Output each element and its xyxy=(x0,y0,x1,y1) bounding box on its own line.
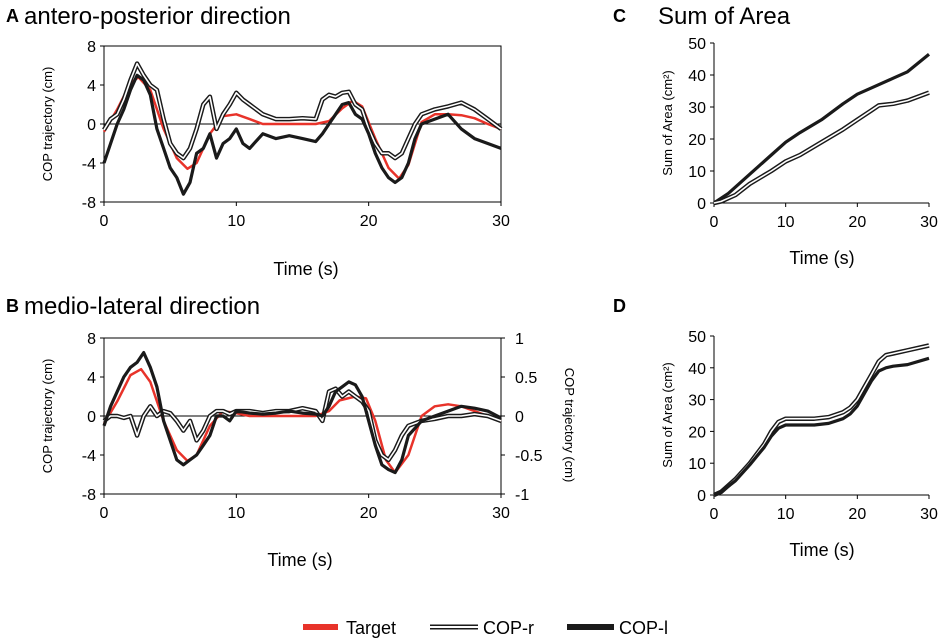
series-cop-r-outer xyxy=(713,343,930,498)
panel-b-title: medio-lateral direction xyxy=(24,293,260,320)
panel-a-plot: 840-4-80 10 20 30 xyxy=(82,39,510,230)
panel-b-xlabel: Time (s) xyxy=(267,550,332,570)
panel-d-ylabel: Sum of Area (cm²) xyxy=(660,362,675,467)
series-cop-r-inner xyxy=(103,62,502,159)
y-tick-label: -4 xyxy=(82,448,96,465)
series-cop-l xyxy=(102,73,502,196)
y-tick-label: 10 xyxy=(688,456,706,473)
y-tick-label: 40 xyxy=(688,361,706,378)
y-tick-label: 20 xyxy=(688,424,706,441)
panel-label-d: D xyxy=(613,296,626,316)
panel-label-a: A xyxy=(6,6,19,26)
series-cop-l xyxy=(102,351,502,475)
panel-c-title: Sum of Area xyxy=(658,3,791,30)
x-tick-label: 0 xyxy=(100,213,109,230)
panel-a-title: antero-posterior direction xyxy=(24,3,291,30)
series-cop-r xyxy=(102,61,503,161)
panel-b-medio-lateral: B medio-lateral direction COP trajectory… xyxy=(6,293,577,570)
x-tick-label: 0 xyxy=(710,214,719,231)
y-tick-label: 0 xyxy=(697,196,706,213)
panel-c-ylabel: Sum of Area (cm²) xyxy=(660,70,675,175)
y-tick-label: -8 xyxy=(82,195,96,212)
y-tick-label: 10 xyxy=(688,164,706,181)
panel-a-xlabel: Time (s) xyxy=(273,259,338,279)
legend-label-cop-l: COP-l xyxy=(619,618,668,638)
y-tick-label: 20 xyxy=(688,132,706,149)
panel-a-antero-posterior: A antero-posterior direction COP traject… xyxy=(6,3,510,279)
y-right-tick-label: -0.5 xyxy=(515,448,543,465)
legend: Target COP-r COP-l xyxy=(303,618,668,638)
y-tick-label: -8 xyxy=(82,487,96,504)
panel-d-xlabel: Time (s) xyxy=(789,540,854,560)
y-tick-label: 50 xyxy=(688,36,706,53)
panel-c-xlabel: Time (s) xyxy=(789,248,854,268)
y-right-tick-label: 0.5 xyxy=(515,370,537,387)
x-tick-label: 0 xyxy=(100,505,109,522)
y-tick-label: 0 xyxy=(87,409,96,426)
y-tick-label: 30 xyxy=(688,100,706,117)
series-cop-r xyxy=(713,90,930,206)
y-tick-label: 4 xyxy=(87,370,96,387)
series-cop-l xyxy=(713,356,930,497)
panel-b-ylabel: COP trajectory (cm) xyxy=(40,359,55,474)
panel-c-sum-of-area: C Sum of Area Sum of Area (cm²) Time (s)… xyxy=(613,3,938,268)
panel-label-b: B xyxy=(6,296,19,316)
x-tick-label: 10 xyxy=(777,214,795,231)
series-cop-r xyxy=(713,343,930,498)
panel-a-ylabel: COP trajectory (cm) xyxy=(40,67,55,182)
x-tick-label: 0 xyxy=(710,506,719,523)
y-tick-label: 0 xyxy=(697,488,706,505)
y-tick-label: 40 xyxy=(688,68,706,85)
x-tick-label: 20 xyxy=(848,214,866,231)
panel-c-plot: 50 40 30 20 10 00 10 20 30 xyxy=(688,36,938,231)
x-tick-label: 10 xyxy=(227,213,245,230)
series-target xyxy=(102,75,502,180)
y-tick-label: 0 xyxy=(87,117,96,134)
series-cop-r-inner xyxy=(713,344,930,496)
x-tick-label: 20 xyxy=(360,213,378,230)
series-cop-l xyxy=(713,52,931,205)
panel-b-ylabel-right: COP trajectory (cm) xyxy=(562,368,577,483)
x-tick-label: 10 xyxy=(777,506,795,523)
x-tick-label: 30 xyxy=(920,214,938,231)
y-tick-label: 8 xyxy=(87,39,96,56)
x-tick-label: 20 xyxy=(360,505,378,522)
x-tick-label: 30 xyxy=(492,505,510,522)
legend-label-cop-r: COP-r xyxy=(483,618,534,638)
y-right-tick-label: 0 xyxy=(515,409,524,426)
panel-label-c: C xyxy=(613,6,626,26)
panel-d-plot: 50 40 30 20 10 00 10 20 30 xyxy=(688,329,938,523)
x-tick-label: 30 xyxy=(492,213,510,230)
x-tick-label: 20 xyxy=(848,506,866,523)
series-cop-r-inner xyxy=(713,91,930,204)
y-tick-label: 8 xyxy=(87,331,96,348)
panel-d-sum-of-area: D Sum of Area (cm²) Time (s) 50 40 30 20 10 0… xyxy=(613,296,938,560)
y-tick-label: 4 xyxy=(87,78,96,95)
legend-label-target: Target xyxy=(346,618,396,638)
y-right-tick-label: -1 xyxy=(515,487,529,504)
x-tick-label: 30 xyxy=(920,506,938,523)
y-tick-label: -4 xyxy=(82,156,96,173)
x-tick-label: 10 xyxy=(227,505,245,522)
y-tick-label: 50 xyxy=(688,329,706,346)
y-right-tick-label: 1 xyxy=(515,331,524,348)
panel-b-plot: 8 4 0 -4 -8 1 0.5 0 -0.5 -1 0 10 20 30 xyxy=(82,331,543,522)
y-tick-label: 30 xyxy=(688,393,706,410)
